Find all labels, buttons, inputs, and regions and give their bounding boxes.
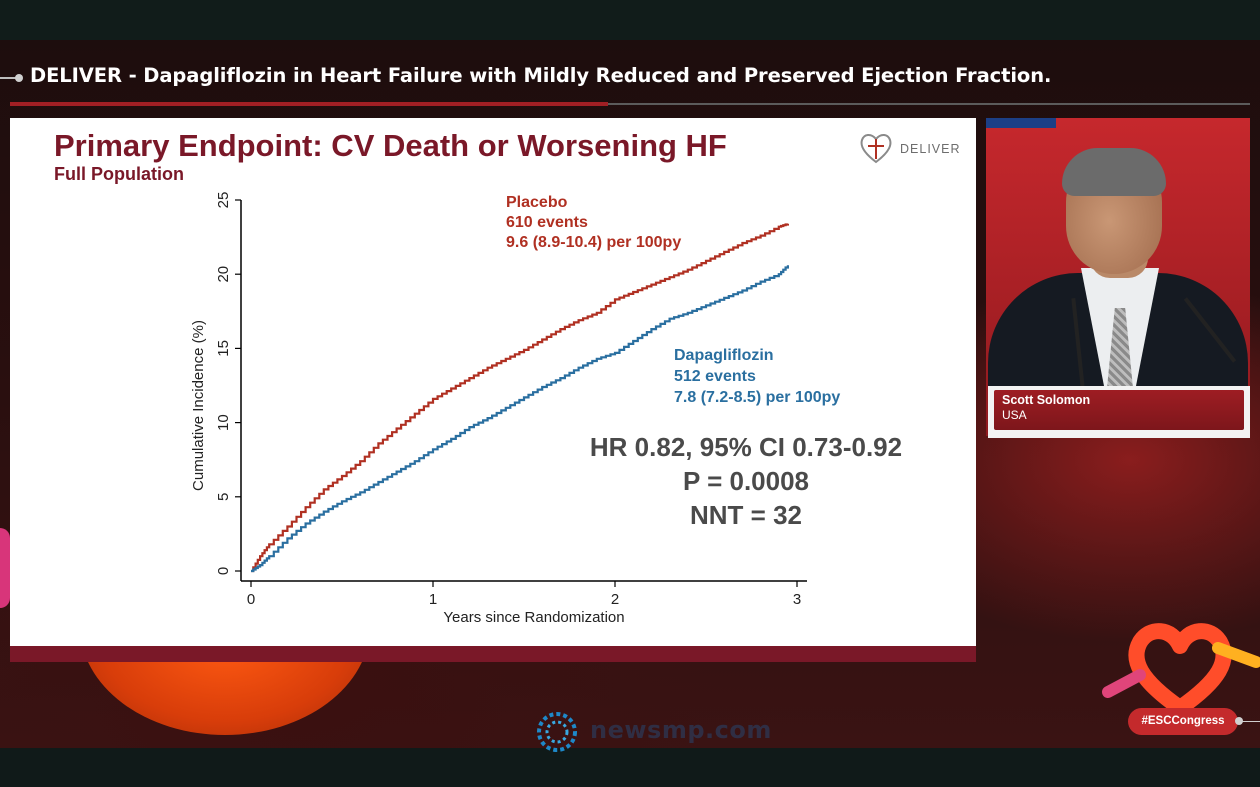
series-line-placebo bbox=[251, 223, 789, 573]
decorative-pink-shape bbox=[0, 528, 10, 608]
placebo-rate: 9.6 (8.9-10.4) per 100py bbox=[506, 234, 682, 251]
x-axis-label: Years since Randomization bbox=[443, 609, 624, 626]
statistics-box: HR 0.82, 95% CI 0.73-0.92 P = 0.0008 NNT… bbox=[570, 430, 922, 532]
deliver-heart-icon bbox=[860, 134, 892, 164]
y-tick-label: 20 bbox=[215, 266, 232, 283]
p-value: P = 0.0008 bbox=[682, 466, 810, 496]
dapagliflozin-annotation: Dapagliflozin 512 events 7.8 (7.2-8.5) p… bbox=[674, 345, 840, 408]
y-tick-label: 10 bbox=[215, 414, 232, 431]
x-tick-label: 1 bbox=[429, 591, 437, 608]
speaker-name: Scott Solomon bbox=[1002, 393, 1091, 407]
dapagliflozin-label: Dapagliflozin bbox=[674, 347, 774, 364]
esc-heart-icon bbox=[1102, 623, 1260, 716]
series-line-dapagliflozin bbox=[251, 265, 789, 573]
top-bar bbox=[0, 0, 1260, 40]
title-line bbox=[0, 77, 22, 79]
camera-background-accent bbox=[986, 118, 1056, 128]
deliver-logo-text: DELIVER bbox=[900, 142, 961, 156]
placebo-label: Placebo bbox=[506, 194, 568, 211]
x-tick-label: 0 bbox=[247, 591, 255, 608]
x-tick-label: 2 bbox=[611, 591, 619, 608]
congress-hashtag: #ESCCongress bbox=[1128, 708, 1238, 735]
y-tick-label: 25 bbox=[215, 192, 232, 209]
watermark-text: newsmp.com bbox=[590, 716, 772, 744]
nnt: NNT = 32 bbox=[690, 500, 802, 530]
bottom-bar bbox=[0, 748, 1260, 787]
hashtag-dot bbox=[1235, 717, 1243, 725]
kaplan-meier-chart: 0 1 2 3 0 5 10 15 20 25 Years since Randomization C… bbox=[190, 192, 807, 626]
y-tick-label: 5 bbox=[215, 493, 232, 501]
presentation-slide: Primary Endpoint: CV Death or Worsening … bbox=[10, 118, 976, 646]
dapagliflozin-events: 512 events bbox=[674, 368, 756, 385]
y-axis-label: Cumulative Incidence (%) bbox=[190, 320, 207, 491]
speaker-hair bbox=[1062, 148, 1166, 196]
slide-title: Primary Endpoint: CV Death or Worsening … bbox=[54, 128, 727, 163]
y-tick-label: 0 bbox=[215, 567, 232, 575]
speaker-camera bbox=[986, 118, 1250, 436]
hashtag-line bbox=[1238, 721, 1260, 722]
title-underline bbox=[608, 103, 1250, 105]
slide-subtitle: Full Population bbox=[54, 164, 184, 184]
title-underline-accent bbox=[10, 102, 608, 106]
title-dot bbox=[15, 74, 23, 82]
dapagliflozin-rate: 7.8 (7.2-8.5) per 100py bbox=[674, 389, 841, 406]
x-tick-label: 3 bbox=[793, 591, 801, 608]
placebo-events: 610 events bbox=[506, 214, 588, 231]
speaker-lower-third bbox=[994, 390, 1244, 430]
session-title: DELIVER - Dapagliflozin in Heart Failure… bbox=[30, 64, 1052, 87]
speaker-country: USA bbox=[1002, 408, 1027, 422]
slide-bottom-bar bbox=[10, 646, 976, 662]
y-tick-label: 15 bbox=[215, 340, 232, 357]
newsmp-logo-icon bbox=[537, 712, 577, 752]
hazard-ratio: HR 0.82, 95% CI 0.73-0.92 bbox=[589, 432, 903, 462]
placebo-annotation: Placebo 610 events 9.6 (8.9-10.4) per 10… bbox=[506, 193, 681, 253]
